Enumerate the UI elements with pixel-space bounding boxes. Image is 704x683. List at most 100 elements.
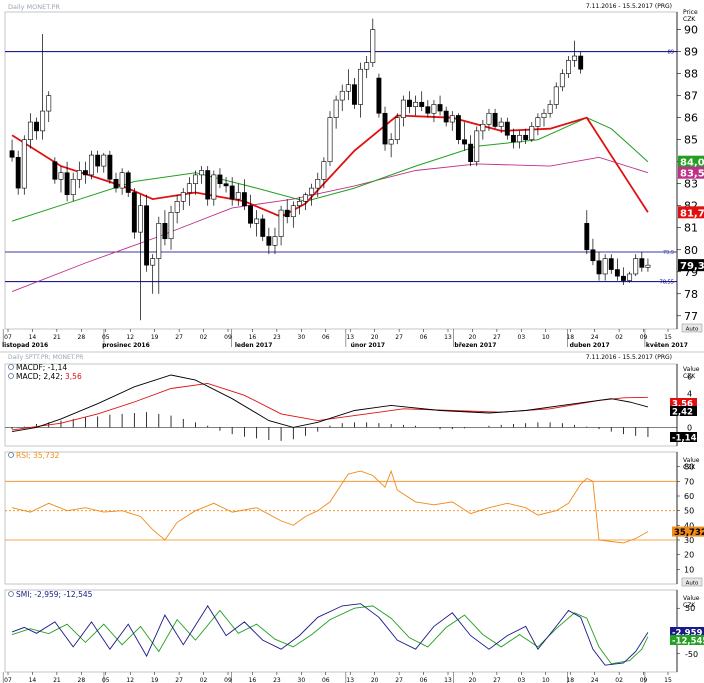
rsi-tick-label: 40 <box>684 521 694 530</box>
candle <box>113 172 119 193</box>
candle <box>46 91 52 123</box>
macd-tick-label: 0 <box>687 423 692 432</box>
rsi-tick-label: 70 <box>684 477 694 486</box>
candle-body-up <box>431 104 437 114</box>
candle <box>241 179 247 211</box>
month-label: duben 2017 <box>570 342 610 349</box>
x-tick-label: 24 <box>591 334 599 341</box>
candle-body-down <box>162 223 168 240</box>
candle <box>125 170 131 197</box>
candle <box>510 128 516 149</box>
candle-body-down <box>468 143 474 162</box>
candle <box>645 258 651 272</box>
rsi-axis-title: Value <box>683 457 700 464</box>
candle-body-up <box>76 170 82 180</box>
candle-body-up <box>498 121 504 127</box>
x-tick-label: 18 <box>566 334 574 341</box>
candle <box>290 201 296 228</box>
candle-body-down <box>614 269 620 277</box>
macd-axis-unit: CZK <box>683 373 696 380</box>
macd-legend-label: MACD; 2,42; 3,56 <box>16 372 82 381</box>
candle-body-down <box>382 112 388 145</box>
rsi-legend-label: RSI; 35,732 <box>16 451 60 460</box>
x-tick-label: 19 <box>151 334 159 341</box>
candle <box>602 254 608 281</box>
candle-body-down <box>608 258 614 270</box>
candle-body-up <box>400 99 406 118</box>
candle <box>107 150 113 184</box>
x-tick-label: 07 <box>4 334 12 341</box>
candle <box>559 69 565 92</box>
x-tick-label: 23 <box>273 677 281 683</box>
macd-badge <box>670 406 697 416</box>
candle-body-up <box>186 183 192 193</box>
price-tick-label: 87 <box>684 90 698 103</box>
candle-body-up <box>254 218 260 224</box>
macd-tick-label: 4 <box>687 390 692 399</box>
smi-tick-label: 50 <box>685 604 695 613</box>
auto-button-price[interactable] <box>681 323 703 333</box>
candle-body-up <box>272 236 278 246</box>
candle-body-up <box>339 90 345 101</box>
price-badge <box>678 155 704 168</box>
candle-body-up <box>413 101 419 107</box>
candle-body-up <box>529 126 535 140</box>
candle-body-down <box>266 236 272 246</box>
x-tick-label: 21 <box>53 677 61 683</box>
smi-signal-line <box>11 605 649 665</box>
candle-body-up <box>303 194 308 202</box>
macd-axis-title: Value <box>683 366 700 373</box>
macd-panel-frame <box>4 363 678 447</box>
sub-chart-title: Daily SPTT.PR; MONET.PR <box>8 354 83 361</box>
x-tick-label: 30 <box>298 334 306 341</box>
macd-tick-label: 6 <box>687 373 692 382</box>
x-tick-label: 27 <box>175 334 183 341</box>
candle-body-up <box>199 170 205 176</box>
candle <box>535 113 541 136</box>
candle <box>370 18 376 68</box>
candle-body-up <box>364 62 370 70</box>
macd-badge <box>670 398 697 408</box>
candle-body-up <box>27 121 33 140</box>
candle-body-down <box>205 170 211 200</box>
candle <box>590 238 596 266</box>
candle-body-up <box>645 264 651 268</box>
auto-label-rsi: Auto <box>686 581 699 587</box>
candle <box>614 258 620 281</box>
rsi-tick-label: 60 <box>684 492 694 501</box>
x-tick-label: 12 <box>126 677 134 683</box>
candle <box>529 122 535 142</box>
rsi-tick-label: 20 <box>684 551 694 560</box>
candle <box>492 108 498 129</box>
candle <box>266 227 272 255</box>
candle-body-down <box>523 134 529 140</box>
candle <box>468 135 474 167</box>
price-axis-title: Price <box>683 9 698 16</box>
smi-badge <box>670 627 704 637</box>
candle-body-down <box>144 205 150 266</box>
smi-axis-unit: CZK <box>683 602 696 609</box>
smi-plot: 500-50-2,959-12,545 <box>11 603 704 666</box>
candle-body-down <box>248 205 253 224</box>
candle-body-down <box>419 101 425 107</box>
candle <box>627 271 633 283</box>
price-tick-label: 81 <box>684 222 698 235</box>
month-label: prosinec 2016 <box>102 342 150 349</box>
candle-body-up <box>119 172 125 189</box>
x-tick-label: 20 <box>469 677 477 683</box>
x-tick-label: 28 <box>78 677 86 683</box>
price-tick-label: 88 <box>684 68 698 81</box>
auto-button-rsi[interactable] <box>681 577 703 587</box>
candle-body-down <box>492 112 498 127</box>
candle-body-down <box>125 172 131 193</box>
price-axis-unit: CZK <box>683 16 696 23</box>
x-tick-label: 13 <box>346 677 354 683</box>
candle <box>52 157 58 184</box>
candle-body-down <box>95 154 101 167</box>
x-tick-label: 09 <box>224 677 232 683</box>
candle-body-down <box>229 185 235 200</box>
candle-body-down <box>217 174 223 185</box>
candle-body-up <box>40 110 46 132</box>
candle <box>498 117 504 134</box>
x-tick-label: 23 <box>273 334 281 341</box>
